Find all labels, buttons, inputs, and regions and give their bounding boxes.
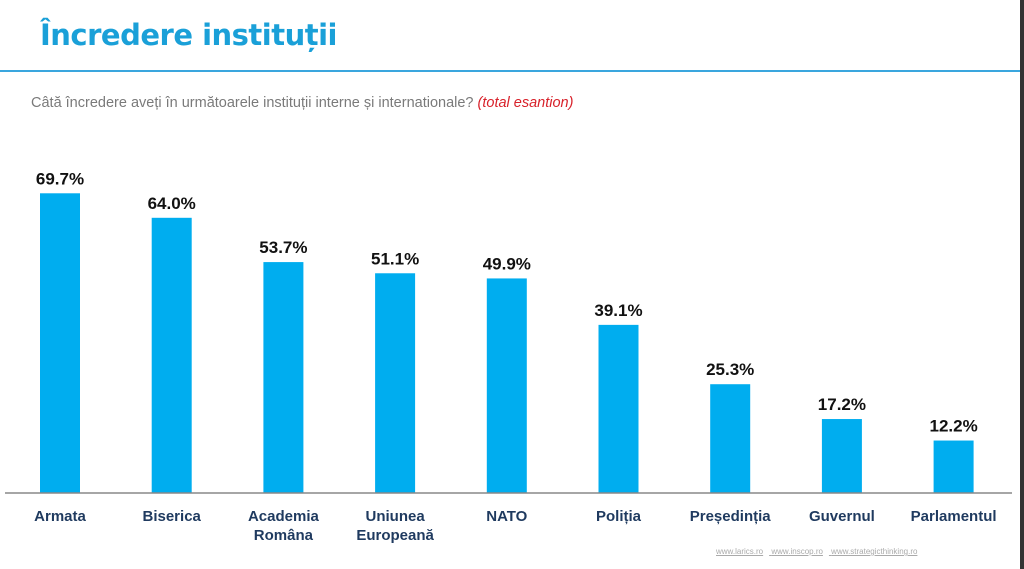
footer-links: www.larics.ro www.inscop.ro www.strategi… [716,547,923,556]
bar [375,273,416,493]
category-label: Româna [254,527,314,544]
data-label: 64.0% [148,194,196,213]
bar [151,217,192,494]
data-label: 39.1% [594,301,642,320]
subtitle-note: (total esantion) [477,95,574,111]
bar [486,278,527,493]
footer-link[interactable]: www.strategicthinking.ro [831,547,918,556]
category-label: Guvernul [809,508,875,525]
category-label: Europeană [356,527,434,544]
bar [598,324,639,493]
category-label: Biserica [143,508,202,525]
subtitle: Câtă încredere aveți în următoarele inst… [31,95,573,111]
bar [821,419,862,493]
page-title: Încredere instituții [40,18,338,52]
right-border [1020,0,1024,569]
data-label: 17.2% [818,395,866,414]
bar [40,193,80,494]
bar [263,262,304,493]
category-label: Armata [34,508,86,525]
data-label: 49.9% [483,254,531,273]
bar [933,440,974,493]
category-label: Academia [248,508,320,525]
category-label: Poliția [596,508,642,525]
subtitle-question: Câtă încredere aveți în următoarele inst… [31,95,474,111]
data-label: 51.1% [371,249,419,268]
data-label: 53.7% [259,238,307,257]
category-label: Președinția [690,508,772,525]
data-label: 25.3% [706,360,754,379]
data-label: 12.2% [929,417,977,436]
footer-link[interactable]: www.larics.ro [716,547,764,556]
title-divider [0,70,1020,72]
bar [710,384,751,493]
category-label: Parlamentul [911,508,997,525]
category-label: Uniunea [366,508,426,525]
footer-link[interactable]: www.inscop.ro [771,547,823,556]
data-label: 69.7% [36,169,84,188]
category-label: NATO [486,508,527,525]
